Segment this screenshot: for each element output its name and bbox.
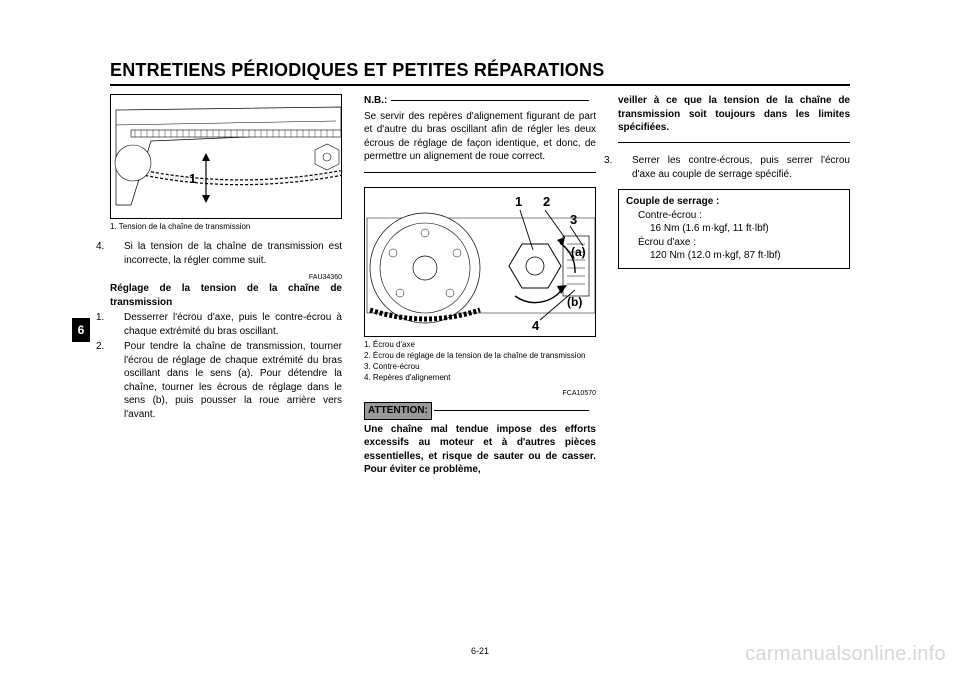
attention-end-rule bbox=[618, 142, 850, 143]
fig2-label-b: (b) bbox=[567, 295, 582, 309]
torque-title: Couple de serrage : bbox=[626, 195, 842, 209]
subheading-adjust: Réglage de la tension de la chaîne de tr… bbox=[110, 282, 342, 309]
attention-row: ATTENTION: bbox=[364, 402, 596, 420]
torque-1-value: 16 Nm (1.6 m·kgf, 11 ft·lbf) bbox=[626, 222, 842, 236]
step-a1-text: Desserrer l'écrou d'axe, puis le contre-… bbox=[124, 312, 342, 337]
torque-1-label: Contre-écrou : bbox=[626, 209, 842, 223]
ref-code-1: FAU34360 bbox=[110, 273, 342, 282]
step-4: 4.Si la tension de la chaîne de transmis… bbox=[110, 240, 342, 267]
fig1-label-1: 1 bbox=[189, 171, 196, 186]
fig2-caption-1: 1. Écrou d'axe bbox=[364, 340, 596, 350]
column-1: 1 1. Tension de la chaîne de transmissio… bbox=[110, 94, 342, 477]
figure-chain-tension: 1 bbox=[110, 94, 342, 219]
section-tab: 6 bbox=[72, 318, 90, 342]
fig2-caption-3: 3. Contre-écrou bbox=[364, 362, 596, 372]
page-title: ENTRETIENS PÉRIODIQUES ET PETITES RÉPARA… bbox=[110, 60, 850, 86]
fig1-caption: 1. Tension de la chaîne de transmission bbox=[110, 222, 342, 232]
step-list-3: 3.Serrer les contre-écrous, puis serrer … bbox=[618, 154, 850, 181]
nb-end-rule bbox=[364, 172, 596, 173]
torque-2-label: Écrou d'axe : bbox=[626, 236, 842, 250]
torque-spec-box: Couple de serrage : Contre-écrou : 16 Nm… bbox=[618, 189, 850, 269]
nb-row: N.B.: bbox=[364, 94, 596, 108]
attention-body: Une chaîne mal tendue impose des efforts… bbox=[364, 423, 596, 477]
fig2-label-1: 1 bbox=[515, 194, 522, 209]
fig2-label-2: 2 bbox=[543, 194, 550, 209]
nb-heading: N.B.: bbox=[364, 94, 387, 108]
fig2-label-3: 3 bbox=[570, 212, 577, 227]
torque-2-value: 120 Nm (12.0 m·kgf, 87 ft·lbf) bbox=[626, 249, 842, 263]
step-list-1: 4.Si la tension de la chaîne de transmis… bbox=[110, 240, 342, 267]
step-a2: 2.Pour tendre la chaîne de transmission,… bbox=[110, 340, 342, 421]
fig2-label-4: 4 bbox=[532, 318, 540, 333]
attention-continued: veiller à ce que la tension de la chaîne… bbox=[618, 94, 850, 135]
watermark: carmanualsonline.info bbox=[745, 643, 946, 666]
fig2-label-a: (a) bbox=[571, 245, 586, 259]
attention-label: ATTENTION: bbox=[364, 402, 432, 420]
step-a1: 1.Desserrer l'écrou d'axe, puis le contr… bbox=[110, 311, 342, 338]
column-2: N.B.: Se servir des repères d'alignement… bbox=[364, 94, 596, 477]
manual-page: 6 ENTRETIENS PÉRIODIQUES ET PETITES RÉPA… bbox=[0, 0, 960, 678]
step-list-2: 1.Desserrer l'écrou d'axe, puis le contr… bbox=[110, 311, 342, 421]
ref-code-2: FCA10570 bbox=[364, 389, 596, 398]
columns: 1 1. Tension de la chaîne de transmissio… bbox=[110, 94, 850, 477]
nb-body: Se servir des repères d'alignement figur… bbox=[364, 110, 596, 164]
step-a2-text: Pour tendre la chaîne de transmission, t… bbox=[124, 341, 342, 420]
figure-axle-adjuster: 1 2 3 4 (a) (b) bbox=[364, 187, 596, 337]
step-3: 3.Serrer les contre-écrous, puis serrer … bbox=[618, 154, 850, 181]
step-3-text: Serrer les contre-écrous, puis serrer l'… bbox=[632, 155, 850, 180]
column-3: veiller à ce que la tension de la chaîne… bbox=[618, 94, 850, 477]
fig2-caption-4: 4. Repères d'alignement bbox=[364, 373, 596, 383]
step-4-text: Si la tension de la chaîne de transmissi… bbox=[124, 241, 342, 266]
fig2-caption-2: 2. Écrou de réglage de la tension de la … bbox=[364, 351, 596, 361]
